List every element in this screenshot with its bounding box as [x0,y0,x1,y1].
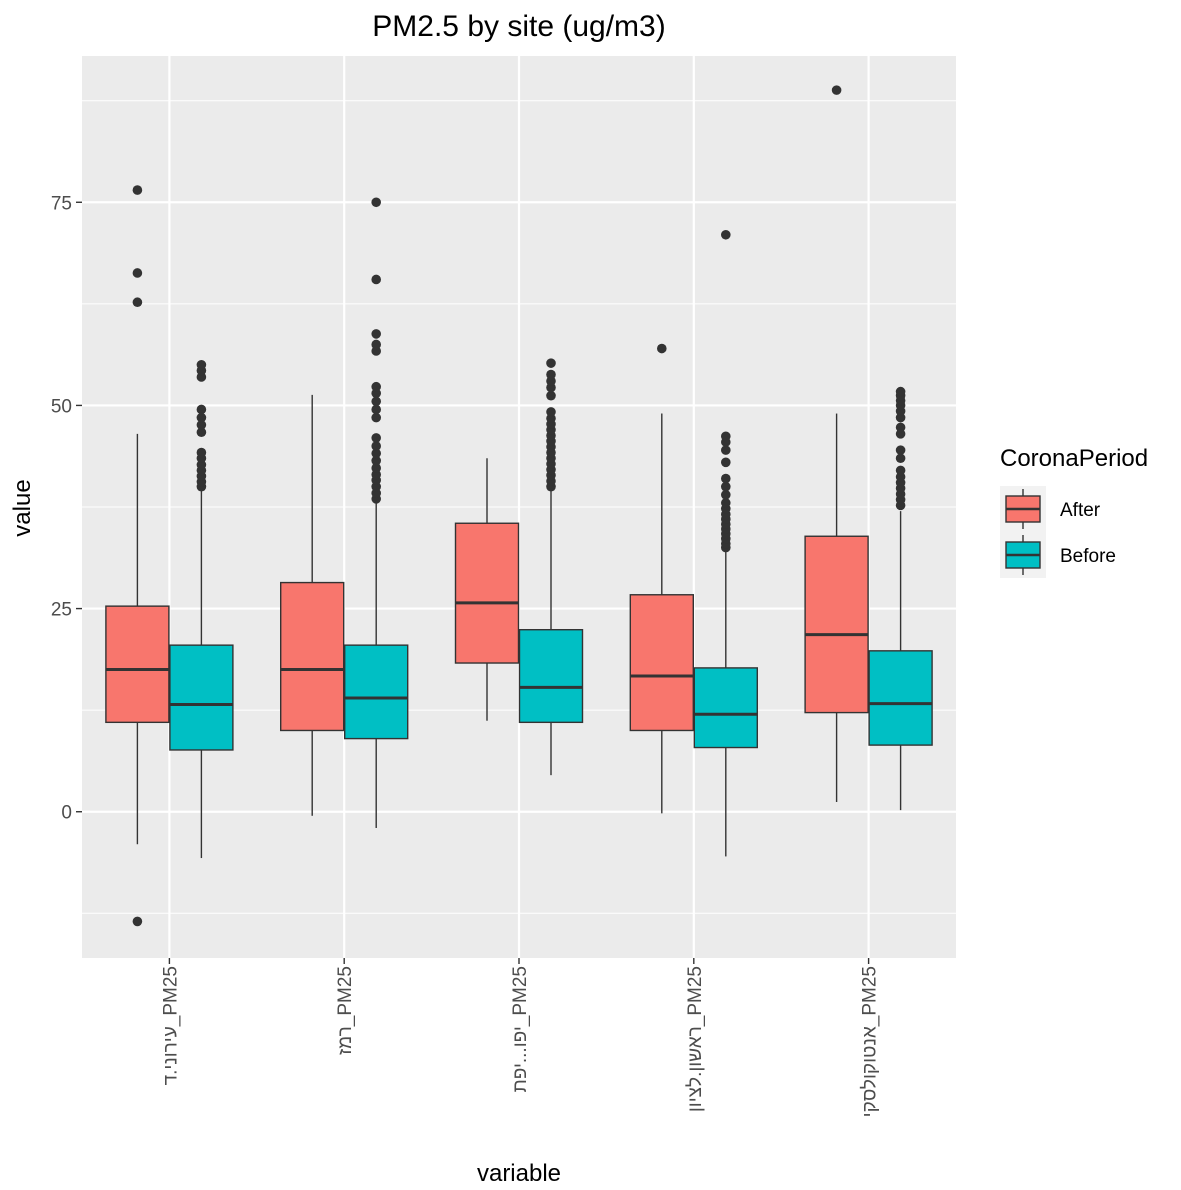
outlier-point [371,329,382,339]
box [518,629,584,724]
boxplot-after-4 [629,343,694,814]
outlier-point [371,433,382,443]
outlier-point [721,229,731,240]
boxplot-before-4 [693,229,758,857]
legend-label: After [1060,500,1101,521]
x-axis-ticks: עירוני.ד_PM25 רמז_PM25 יפו...יפת_PM25 ראשון… [160,958,881,1117]
outlier-point [721,457,731,468]
outlier-point [132,916,143,927]
box [868,650,933,746]
y-axis-title: value [9,479,36,536]
outlier-point [196,447,207,458]
boxplot-before-1 [169,359,234,859]
y-tick-label: 50 [51,396,72,417]
x-tick-label: רמז_PM25 [335,966,356,1055]
box-layer [105,85,933,927]
box [105,605,170,724]
outlier-point [895,386,906,397]
y-tick-label: 25 [51,600,72,621]
box [804,535,869,714]
outlier-point [721,481,731,492]
legend-entry-after: After [1000,486,1101,532]
boxplot-after-5 [804,85,869,802]
y-tick-label: 75 [51,193,72,214]
outlier-point [196,359,207,370]
outlier-point [721,473,731,484]
outlier-point [895,453,906,464]
x-tick-label: ראשון.לציון_PM25 [685,966,706,1112]
outlier-point [546,369,556,380]
boxplot-before-5 [868,386,933,811]
outlier-point [371,441,382,451]
outlier-point [721,490,731,500]
legend: CoronaPeriod After Before [1000,445,1148,578]
box [344,644,409,740]
outlier-point [371,412,382,423]
outlier-point [895,465,906,476]
boxplot-after-2 [280,394,345,816]
y-tick-label: 0 [61,803,72,824]
outlier-point [132,297,143,308]
x-axis-title: variable [477,1160,561,1187]
legend-entry-before: Before [1000,532,1116,578]
outlier-point [371,463,382,473]
outlier-point [831,85,842,95]
outlier-point [196,412,207,423]
x-tick-label: עירוני.ד_PM25 [160,966,181,1085]
outlier-point [371,274,382,285]
outlier-point [657,343,667,354]
box [280,581,345,732]
outlier-point [196,404,207,415]
boxplot-after-3 [454,458,520,721]
outlier-point [721,445,731,455]
outlier-point [546,358,556,368]
outlier-point [371,197,382,208]
x-tick-label: אנטוקולסקי_PM25 [860,966,881,1117]
outlier-point [196,427,207,438]
box [629,594,694,732]
outlier-point [546,390,556,401]
outlier-point [546,407,556,417]
outlier-point [371,404,382,415]
outlier-point [196,420,207,430]
y-axis-ticks: 0 25 50 75 [51,193,82,824]
outlier-point [371,448,382,459]
outlier-point [132,268,143,278]
outlier-point [895,445,906,455]
outlier-point [895,422,906,433]
legend-title: CoronaPeriod [1000,445,1148,472]
outlier-point [371,381,382,392]
box [169,644,234,751]
outlier-point [721,498,731,508]
box [693,667,758,749]
outlier-point [132,185,143,195]
box [454,522,520,664]
boxplot-before-2 [344,197,409,828]
chart-title: PM2.5 by site (ug/m3) [372,10,665,43]
legend-label: Before [1060,546,1116,567]
boxplot-after-1 [105,185,170,927]
outlier-point [371,339,382,350]
outlier-point [371,455,382,466]
outlier-point [371,396,382,407]
outlier-point [721,431,731,442]
x-tick-label: יפו...יפת_PM25 [510,966,531,1092]
boxplot-before-3 [518,358,584,776]
